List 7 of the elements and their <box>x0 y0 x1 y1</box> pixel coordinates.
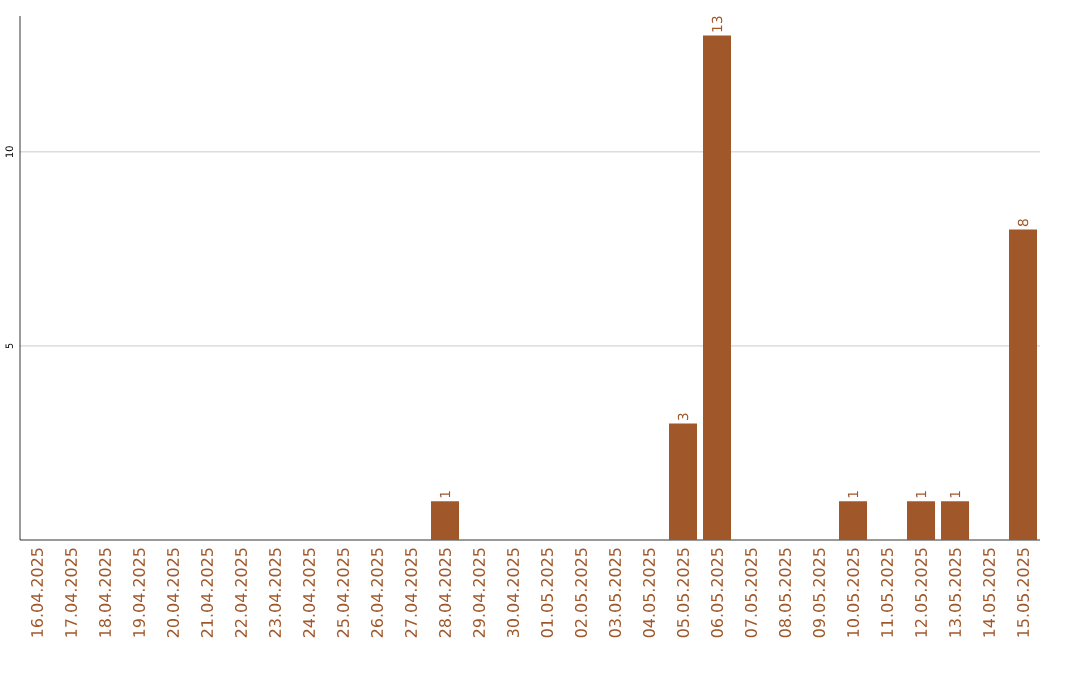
bar <box>941 501 970 540</box>
bar <box>839 501 868 540</box>
bar <box>431 501 460 540</box>
bar <box>703 35 732 540</box>
bar <box>669 423 698 540</box>
bar <box>1009 229 1038 540</box>
bar <box>907 501 936 540</box>
